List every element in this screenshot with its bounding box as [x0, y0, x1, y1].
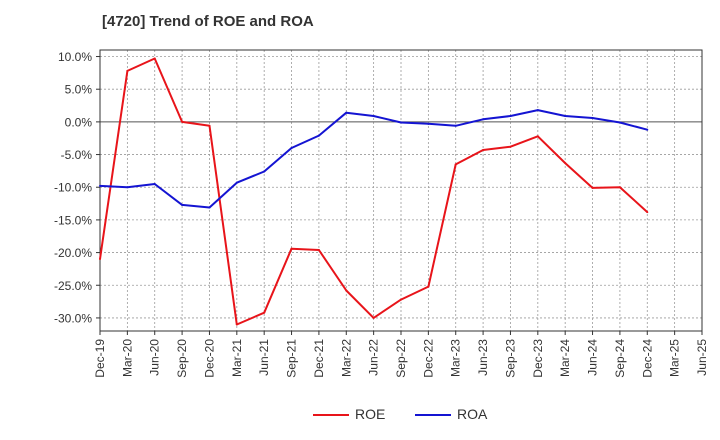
x-tick-label: Jun-21: [257, 339, 271, 376]
x-tick-label: Mar-25: [668, 339, 682, 377]
roa-point: [208, 206, 211, 209]
x-tick-label: Mar-21: [230, 339, 244, 377]
y-tick-label: 10.0%: [58, 50, 92, 64]
roe-point: [509, 145, 512, 148]
x-tick-label: Dec-19: [93, 339, 107, 378]
y-tick-label: -10.0%: [54, 181, 92, 195]
roe-point: [345, 289, 348, 292]
x-tick-label: Dec-24: [640, 339, 654, 378]
legend-roe-label: ROE: [355, 406, 386, 422]
x-tick-label: Sep-22: [394, 339, 408, 378]
x-tick-label: Sep-23: [503, 339, 517, 378]
chart-title: [4720] Trend of ROE and ROA: [102, 13, 314, 30]
roa-point: [454, 124, 457, 127]
roe-point: [400, 298, 402, 301]
y-tick-label: -5.0%: [61, 148, 93, 162]
roa-point: [372, 115, 375, 118]
roe-point: [126, 69, 129, 72]
plot-frame: [99, 49, 703, 332]
x-tick-label: Jun-20: [148, 339, 162, 376]
y-tick-label: 5.0%: [65, 83, 93, 97]
roe-point: [372, 316, 375, 319]
series-lines: [99, 57, 649, 326]
x-tick-label: Jun-24: [586, 339, 600, 376]
y-tick-label: -20.0%: [54, 246, 92, 260]
roe-point: [564, 162, 567, 165]
x-tick-label: Mar-20: [120, 339, 134, 377]
roa-point: [181, 203, 184, 206]
roa-point: [618, 121, 621, 124]
y-tick-label: -30.0%: [54, 311, 92, 325]
legend-roe-swatch: [313, 414, 349, 416]
x-tick-label: Mar-22: [339, 339, 353, 377]
x-tick-label: Dec-22: [421, 339, 435, 378]
roa-point: [536, 109, 539, 112]
roa-point: [427, 122, 430, 125]
roe-point: [235, 323, 238, 326]
roe-point: [454, 163, 457, 166]
roe-point: [317, 248, 320, 251]
x-tick-label: Sep-24: [613, 339, 627, 378]
x-tick-label: Jun-25: [695, 339, 709, 376]
roa-point: [317, 134, 320, 137]
roe-point: [99, 258, 101, 261]
y-tick-label: -15.0%: [54, 213, 92, 227]
roe-point: [208, 124, 211, 127]
roe-point: [536, 135, 539, 138]
roe-point: [153, 57, 156, 60]
x-tick-label: Dec-20: [202, 339, 216, 378]
x-tick-label: Dec-23: [531, 339, 545, 378]
roa-point: [99, 184, 101, 187]
roe-point: [263, 311, 266, 314]
roe-point: [181, 120, 184, 123]
axes: 10.0% 5.0% 0.0% -5.0% -10.0% -15.0% -20.0% -25.…: [54, 49, 709, 378]
roa-point: [153, 182, 156, 185]
roa-point: [509, 115, 512, 118]
x-tick-label: Sep-20: [175, 339, 189, 378]
x-tick-label: Sep-21: [285, 339, 299, 378]
roe-point: [290, 247, 293, 250]
roe-point: [482, 148, 485, 151]
roe-point: [618, 186, 621, 189]
grid: [99, 50, 703, 331]
legend-roa-swatch: [415, 414, 451, 416]
roa-point: [482, 118, 485, 121]
roa-point: [591, 116, 594, 119]
x-tick-label: Mar-23: [449, 339, 463, 377]
roa-point: [290, 147, 293, 150]
x-tick-label: Dec-21: [312, 339, 326, 378]
roa-point: [564, 115, 567, 118]
roa-point: [646, 128, 649, 131]
y-tick-label: -25.0%: [54, 279, 92, 293]
roa-point: [126, 186, 129, 189]
roe-point: [646, 211, 649, 214]
roe-point: [591, 186, 594, 189]
x-tick-label: Jun-23: [476, 339, 490, 376]
roa-point: [263, 170, 266, 173]
y-tick-label: 0.0%: [65, 115, 93, 129]
roe-point: [427, 285, 430, 288]
legend-roa-label: ROA: [457, 406, 488, 422]
roa-point: [400, 121, 402, 124]
x-tick-label: Mar-24: [558, 339, 572, 377]
roa-point: [345, 111, 348, 114]
x-tick-label: Jun-22: [367, 339, 381, 376]
roa-point: [235, 181, 238, 184]
